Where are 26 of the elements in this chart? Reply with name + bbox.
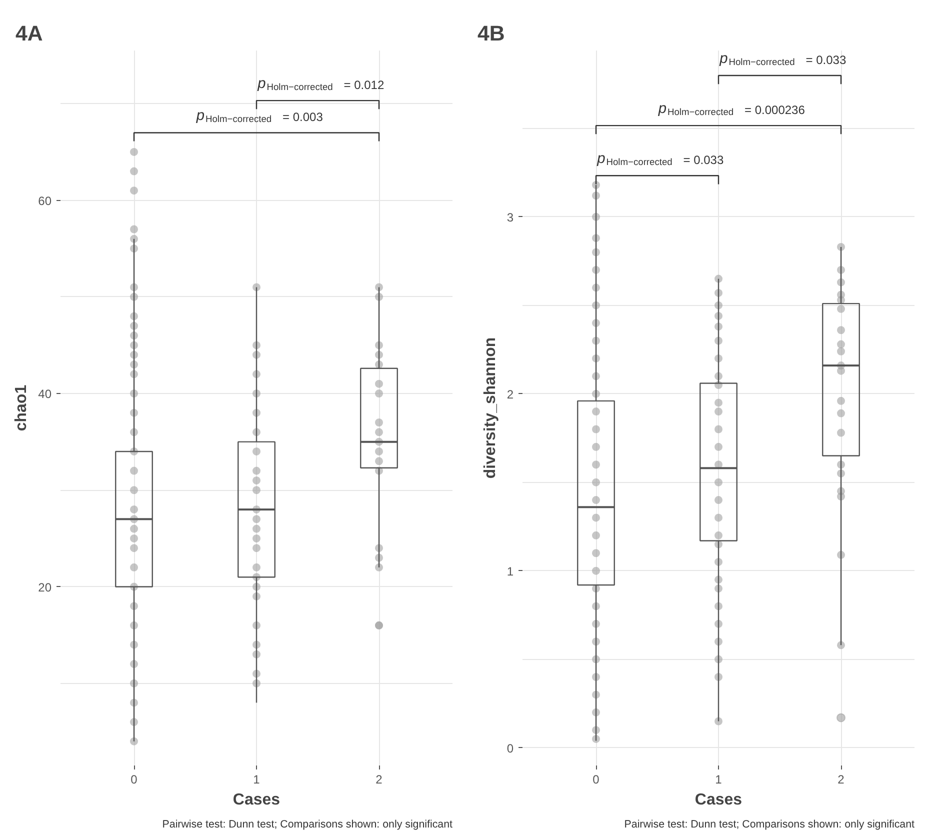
x-tick-label: 0 <box>130 772 138 786</box>
annotation: pHolm−corrected = 0.000236 <box>657 100 806 117</box>
x-tick-label: 2 <box>376 772 383 786</box>
y-tick-label: 3 <box>506 210 514 224</box>
x-tick-label: 1 <box>253 772 260 786</box>
chart-title: 4A <box>16 22 43 46</box>
annotation: pHolm−corrected = 0.033 <box>718 50 846 67</box>
text: Pairwise test: Dunn test; Comparisons shown: only significant <box>162 818 453 830</box>
y-tick-label: 20 <box>38 580 52 594</box>
y-tick-label: 2 <box>506 387 514 402</box>
x-axis-title: Cases <box>694 792 742 808</box>
x-tick-label: 2 <box>838 772 845 786</box>
y-tick-label: 60 <box>38 194 52 208</box>
y-tick-label: 0 <box>506 741 514 756</box>
x-tick-label: 0 <box>592 772 600 786</box>
y-tick-label: 1 <box>506 564 514 578</box>
annotation: pHolm−corrected = 0.033 <box>596 151 724 168</box>
x-axis-title: Cases <box>232 792 280 808</box>
chart-title: 4B <box>478 22 505 46</box>
y-axis-title: diversity_shannon <box>482 337 499 479</box>
y-axis-title: chao1 <box>13 384 30 432</box>
x-tick-label: 1 <box>715 772 722 786</box>
y-tick-label: 40 <box>38 387 52 402</box>
text: Pairwise test: Dunn test; Comparisons shown: only significant <box>624 818 915 830</box>
annotation: pHolm−corrected = 0.003 <box>195 108 324 124</box>
annotation: pHolm−corrected = 0.012 <box>256 76 384 92</box>
